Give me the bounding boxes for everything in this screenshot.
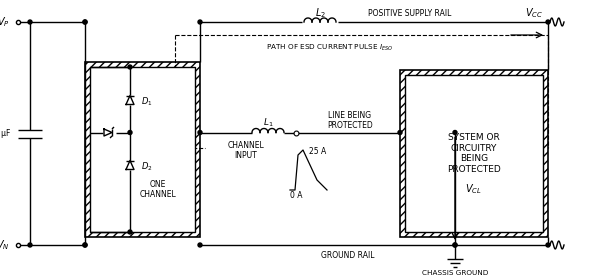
Circle shape bbox=[83, 20, 87, 24]
Circle shape bbox=[546, 243, 550, 247]
Circle shape bbox=[128, 65, 132, 69]
Circle shape bbox=[546, 20, 550, 24]
Circle shape bbox=[198, 131, 202, 134]
Text: SYSTEM OR
CIRCUITRY
BEING
PROTECTED: SYSTEM OR CIRCUITRY BEING PROTECTED bbox=[447, 133, 501, 174]
Circle shape bbox=[453, 243, 457, 247]
Text: $V_P$: $V_P$ bbox=[0, 15, 10, 29]
Bar bbox=[85, 62, 200, 237]
Circle shape bbox=[453, 131, 457, 134]
Circle shape bbox=[198, 243, 202, 247]
Circle shape bbox=[453, 243, 457, 247]
Circle shape bbox=[83, 243, 87, 247]
Text: 0 A: 0 A bbox=[290, 191, 302, 201]
Circle shape bbox=[128, 230, 132, 234]
Circle shape bbox=[398, 131, 402, 134]
Text: 25 A: 25 A bbox=[309, 146, 326, 155]
Text: $V_{CL}$: $V_{CL}$ bbox=[465, 182, 482, 196]
Polygon shape bbox=[126, 95, 134, 105]
Circle shape bbox=[28, 243, 32, 247]
Circle shape bbox=[198, 20, 202, 24]
Text: $L_2$: $L_2$ bbox=[314, 6, 325, 20]
Bar bbox=[405, 75, 543, 232]
Polygon shape bbox=[104, 129, 112, 136]
Bar bbox=[400, 70, 548, 237]
Text: 0.22 µF: 0.22 µF bbox=[0, 129, 10, 138]
Text: $V_N$: $V_N$ bbox=[0, 238, 10, 252]
Text: PATH OF ESD CURRENT PULSE $I_{ESO}$: PATH OF ESD CURRENT PULSE $I_{ESO}$ bbox=[266, 43, 394, 53]
Polygon shape bbox=[126, 160, 134, 170]
Text: ONE
CHANNEL: ONE CHANNEL bbox=[139, 180, 176, 199]
Circle shape bbox=[83, 243, 87, 247]
Text: $V_{CC}$: $V_{CC}$ bbox=[525, 6, 543, 20]
Text: CHASSIS GROUND: CHASSIS GROUND bbox=[422, 270, 488, 276]
Text: LINE BEING
PROTECTED: LINE BEING PROTECTED bbox=[327, 111, 373, 130]
Text: $L_1$: $L_1$ bbox=[263, 116, 273, 129]
Text: GROUND RAIL: GROUND RAIL bbox=[321, 251, 374, 259]
Bar bbox=[90, 67, 195, 232]
Circle shape bbox=[83, 20, 87, 24]
Text: POSITIVE SUPPLY RAIL: POSITIVE SUPPLY RAIL bbox=[368, 9, 452, 18]
Text: CHANNEL
INPUT: CHANNEL INPUT bbox=[227, 141, 265, 160]
Text: $D_1$: $D_1$ bbox=[141, 96, 152, 108]
Circle shape bbox=[128, 131, 132, 134]
Circle shape bbox=[28, 20, 32, 24]
Text: $D_2$: $D_2$ bbox=[141, 161, 152, 173]
